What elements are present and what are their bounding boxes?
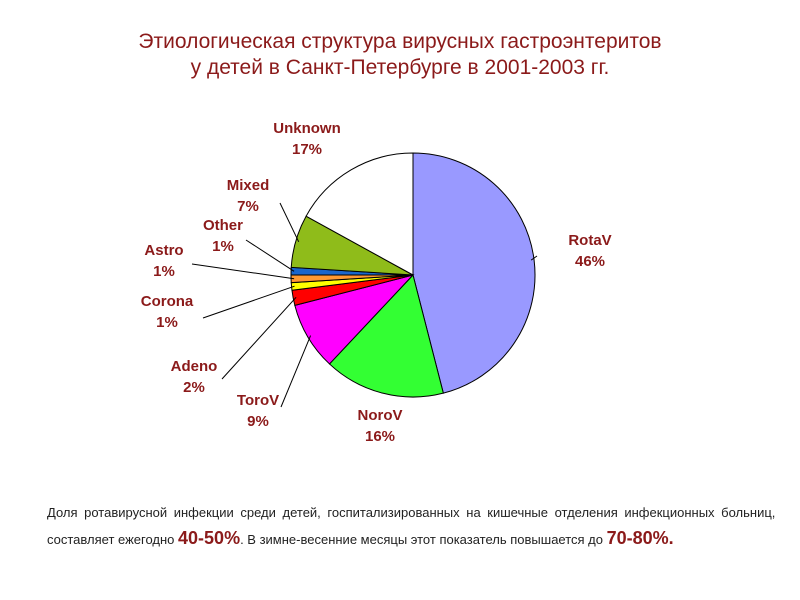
leader-line-mixed	[279, 202, 300, 243]
pie-chart: RotaV 46% NoroV 16% ToroV 9% Adeno 2% Corona 1% As…	[141, 120, 612, 445]
slice-label-name-mixed: Mixed	[227, 177, 270, 194]
slice-label-name-other: Other	[203, 217, 243, 234]
slice-label-value-torov: 9%	[247, 413, 269, 430]
slice-label-value-astro: 1%	[153, 263, 175, 280]
slice-label-value-rotav: 46%	[575, 253, 605, 270]
caption-highlight-70-80: 70-80%.	[606, 528, 674, 548]
caption-text-2: . В зимне-весенние месяцы этот показател…	[240, 532, 607, 547]
slice-label-name-unknown: Unknown	[273, 120, 341, 137]
pie-slice-rotav	[412, 152, 536, 394]
slice-label-name-torov: ToroV	[237, 392, 279, 409]
leader-line-corona	[202, 285, 295, 319]
slice-label-name-astro: Astro	[144, 242, 183, 259]
caption-text-1: составляет ежегодно	[47, 532, 179, 547]
slice-label-name-rotav: RotaV	[568, 232, 611, 249]
slice-label-name-corona: Corona	[141, 293, 194, 310]
leader-line-astro	[191, 263, 295, 280]
slice-label-name-adeno: Adeno	[171, 358, 218, 375]
leader-line-rotav	[530, 255, 538, 261]
slice-label-value-corona: 1%	[156, 314, 178, 331]
leader-line-adeno	[221, 296, 297, 380]
chart-title-line-1: Этиологическая структура вирусных гастро…	[138, 30, 662, 53]
pie-slice-norov	[328, 273, 444, 398]
chart-title-line-2: у детей в Санкт-Петербурге в 2001-2003 г…	[190, 56, 610, 79]
slice-label-value-norov: 16%	[365, 428, 395, 445]
slice-label-value-unknown: 17%	[292, 141, 322, 158]
slice-label-value-adeno: 2%	[183, 379, 205, 396]
caption-line-2: составляет ежегодно 40-50%. В зимне-весе…	[47, 528, 777, 549]
leader-line-torov	[280, 335, 312, 408]
leader-line-other	[245, 239, 295, 272]
caption-highlight-40-50: 40-50%	[178, 528, 241, 548]
slice-label-value-other: 1%	[212, 238, 234, 255]
slice-label-name-norov: NoroV	[358, 407, 403, 424]
pie-slice-unknown	[305, 152, 414, 276]
slice-label-value-mixed: 7%	[237, 198, 259, 215]
caption-line-1: Доля ротавирусной инфекции среди детей, …	[47, 505, 776, 520]
